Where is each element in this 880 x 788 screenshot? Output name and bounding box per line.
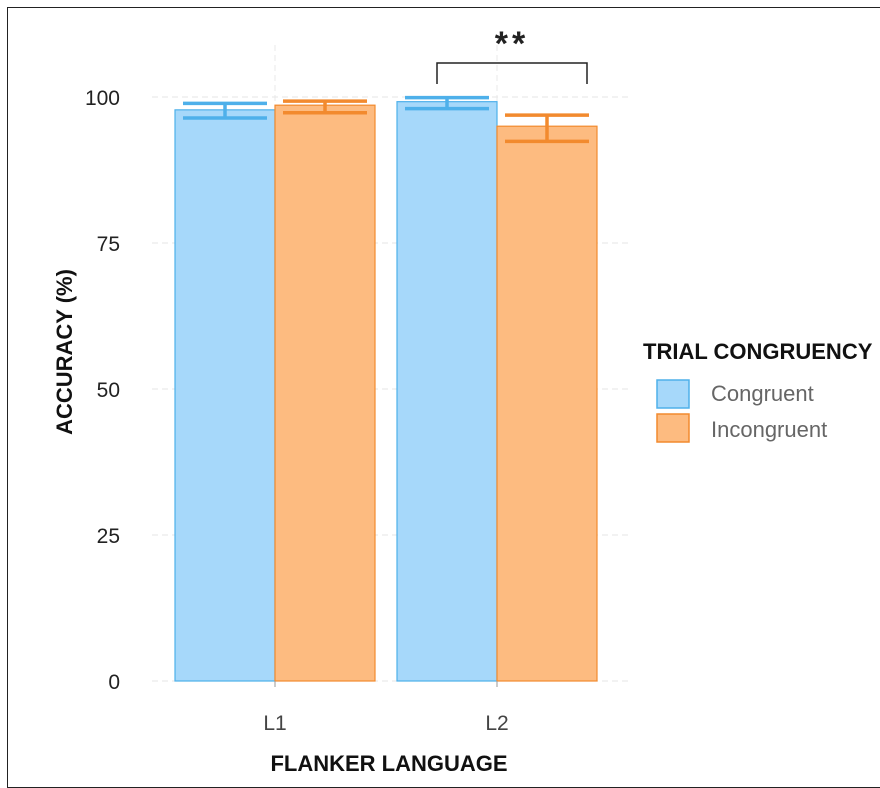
y-tick-labels: 0 25 50 75 100 [85,87,120,694]
legend-title: TRIAL CONGRUENCY [643,339,873,364]
significance-stars: ** [495,25,529,63]
legend-swatch-incongruent [656,413,690,443]
error-bars [183,95,589,144]
legend: TRIAL CONGRUENCY Congruent Incongruent [643,339,873,443]
y-tick-label: 75 [97,233,120,256]
bars [174,101,598,682]
bar-incongruent-l1 [274,104,376,682]
significance-bracket [436,62,588,84]
x-tick-label: L1 [263,712,286,735]
error-bar-congruent-l1 [183,101,267,120]
bar-incongruent-l2 [496,125,598,682]
y-tick-label: 100 [85,87,120,110]
x-tick-label: L2 [485,712,508,735]
x-axis-title: FLANKER LANGUAGE [270,751,507,776]
y-tick-label: 0 [108,671,120,694]
bar-congruent-l2 [396,101,498,682]
error-bar-incongruent-l1 [283,99,367,115]
x-tick-labels: L1 L2 [263,681,509,735]
y-tick-label: 25 [97,525,120,548]
legend-label-congruent: Congruent [711,381,814,406]
y-axis-title: ACCURACY (%) [52,269,77,435]
legend-swatch-congruent [656,379,690,409]
bar-congruent-l1 [174,109,276,682]
error-bar-incongruent-l2 [505,113,589,144]
y-tick-label: 50 [97,379,120,402]
error-bar-congruent-l2 [405,95,489,111]
legend-label-incongruent: Incongruent [711,417,827,442]
significance-annotation: ** [436,25,588,84]
